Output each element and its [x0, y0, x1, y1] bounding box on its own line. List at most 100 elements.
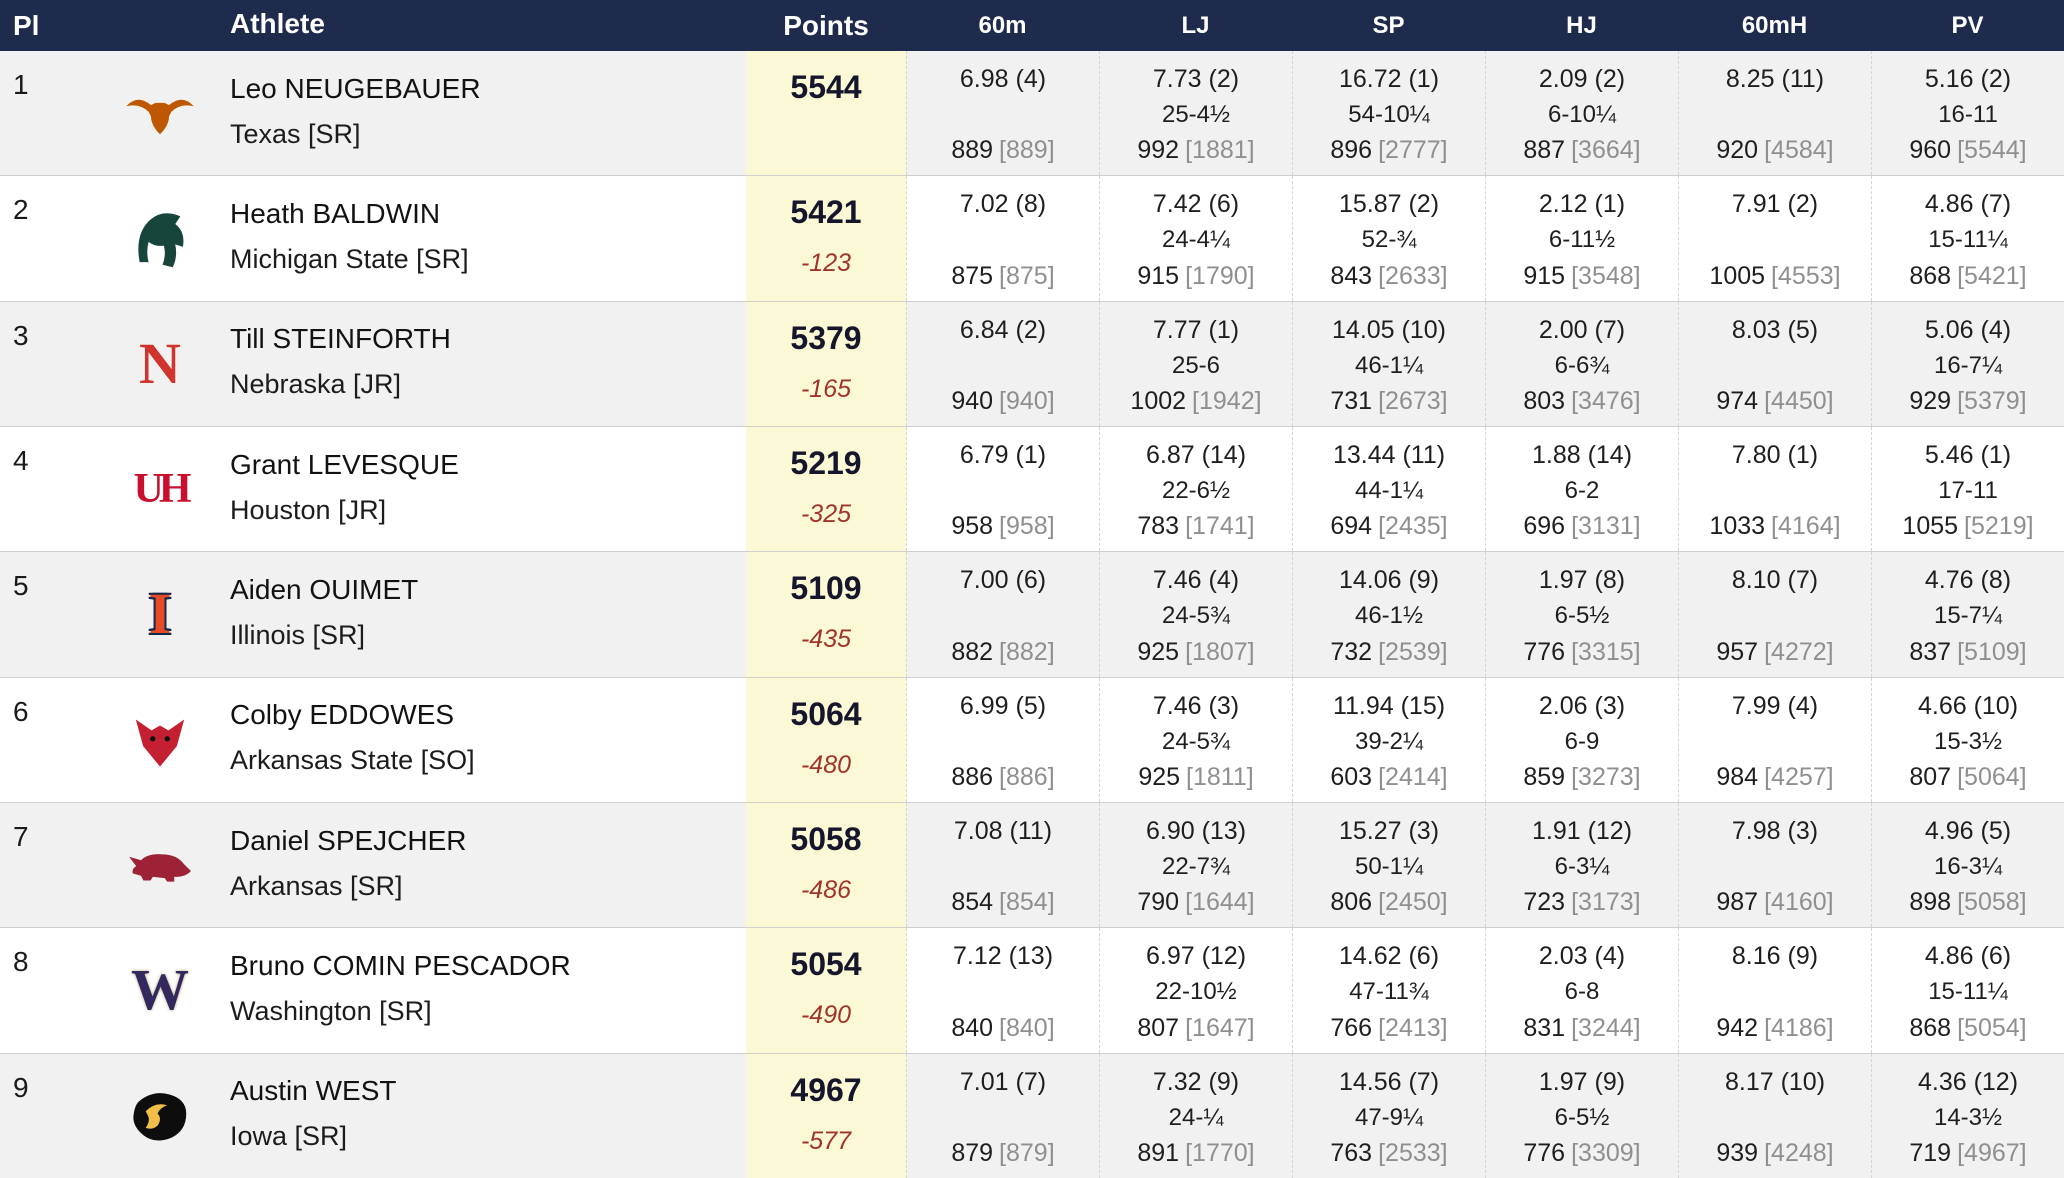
event-mark: 4.86 (7) [1924, 190, 2012, 219]
event-points: 803 [1523, 386, 1566, 415]
event-points-line: 868 [5421] [1909, 262, 2026, 291]
event-cell-60mh: 7.91 (2) 1005 [4553] [1678, 176, 1871, 301]
event-points: 776 [1523, 1138, 1566, 1167]
total-points: 5421 [790, 194, 862, 231]
points-cell: 5219 -325 [746, 426, 906, 552]
event-points-line: 879 [879] [951, 1139, 1054, 1168]
texas-longhorns-logo [90, 51, 230, 175]
event-cumulative: [1647] [1185, 1013, 1255, 1042]
event-cumulative: [3315] [1571, 637, 1641, 666]
event-mark: 2.09 (2) [1538, 65, 1626, 93]
event-cell-sp: 15.27 (3) 50-1¼ 806 [2450] [1292, 802, 1485, 928]
event-mark: 7.08 (11) [953, 816, 1053, 845]
col-header-pl: Pl [13, 9, 40, 41]
event-points-line: 696 [3131] [1523, 512, 1640, 541]
event-imperial: 6-10¼ [1547, 101, 1617, 129]
event-points-line: 896 [2777] [1330, 136, 1447, 165]
event-points: 940 [951, 386, 994, 415]
event-points-line: 1002 [1942] [1130, 387, 1261, 416]
athlete-name[interactable]: Till STEINFORTH [230, 323, 451, 355]
place-cell: 5 [13, 570, 29, 602]
event-imperial: 17-11 [1938, 477, 1998, 505]
event-points: 868 [1909, 261, 1952, 290]
event-cumulative: [940] [999, 386, 1055, 415]
event-cell-60mh: 8.17 (10) 939 [4248] [1678, 1053, 1871, 1178]
athlete-team: Arkansas State [SO] [230, 745, 475, 776]
event-cell-60m: 7.02 (8) 875 [875] [906, 176, 1099, 301]
athlete-cell: Leo NEUGEBAUER Texas [SR] [230, 51, 746, 175]
event-points: 925 [1137, 637, 1180, 666]
event-points: 807 [1909, 762, 1952, 791]
event-points-line: 807 [1647] [1137, 1014, 1254, 1043]
event-mark: 8.17 (10) [1724, 1067, 1826, 1096]
event-points-line: 1033 [4164] [1709, 512, 1840, 541]
event-mark: 14.06 (9) [1338, 566, 1440, 595]
event-imperial: 6-11½ [1548, 226, 1616, 254]
athlete-cell: Grant LEVESQUE Houston [JR] [230, 427, 746, 551]
athlete-row: 1 Leo NEUGEBAUER Texas [SR] 5544 6.98 (4… [0, 51, 2064, 177]
event-points-line: 987 [4160] [1716, 888, 1833, 917]
event-imperial: 46-1¼ [1354, 351, 1424, 379]
event-cumulative: [1770] [1185, 1138, 1255, 1167]
event-points-line: 603 [2414] [1330, 763, 1447, 792]
event-points-line: 837 [5109] [1909, 638, 2026, 667]
nebraska-huskers-logo: N [139, 330, 181, 396]
event-cell-60mh: 7.99 (4) 984 [4257] [1678, 677, 1871, 802]
athlete-name[interactable]: Bruno COMIN PESCADOR [230, 949, 571, 981]
event-imperial: 6-6¾ [1554, 351, 1610, 379]
event-imperial: 22-10½ [1155, 978, 1237, 1006]
points-deficit: -325 [800, 499, 852, 528]
event-mark: 5.06 (4) [1924, 315, 2012, 344]
athlete-name[interactable]: Daniel SPEJCHER [230, 824, 467, 856]
event-mark: 7.91 (2) [1731, 190, 1819, 219]
event-points: 882 [951, 637, 994, 666]
event-points: 1033 [1709, 512, 1766, 541]
athlete-cell: Bruno COMIN PESCADOR Washington [SR] [230, 928, 746, 1052]
event-cell-60m: 6.79 (1) 958 [958] [906, 426, 1099, 552]
event-points: 898 [1909, 888, 1952, 917]
event-mark: 6.90 (13) [1145, 816, 1247, 845]
event-points-line: 783 [1741] [1137, 512, 1254, 541]
event-cell-sp: 15.87 (2) 52-¾ 843 [2633] [1292, 176, 1485, 301]
athlete-name[interactable]: Grant LEVESQUE [230, 448, 459, 480]
event-points: 987 [1716, 888, 1759, 917]
place-cell: 7 [13, 820, 29, 852]
athlete-name[interactable]: Colby EDDOWES [230, 699, 455, 731]
athlete-name[interactable]: Heath BALDWIN [230, 197, 441, 229]
athlete-name[interactable]: Austin WEST [230, 1075, 397, 1107]
event-mark: 6.97 (12) [1145, 942, 1247, 971]
event-imperial: 47-11¾ [1349, 978, 1429, 1006]
total-points: 5054 [790, 946, 862, 983]
event-cell-60m: 7.01 (7) 879 [879] [906, 1053, 1099, 1178]
event-mark: 16.72 (1) [1338, 65, 1440, 93]
event-mark: 6.79 (1) [959, 440, 1047, 469]
points-cell: 5544 [746, 51, 906, 176]
event-imperial: 6-2 [1564, 477, 1600, 505]
event-cell-60mh: 7.98 (3) 987 [4160] [1678, 802, 1871, 928]
event-points-line: 731 [2673] [1330, 387, 1447, 416]
event-cumulative: [3244] [1571, 1013, 1641, 1042]
athlete-cell: Daniel SPEJCHER Arkansas [SR] [230, 803, 746, 927]
event-points-line: 920 [4584] [1716, 136, 1833, 165]
event-imperial: 24-¼ [1168, 1103, 1224, 1131]
event-points-line: 889 [889] [951, 136, 1054, 165]
event-points: 886 [951, 762, 994, 791]
event-cumulative: [1811] [1186, 762, 1254, 791]
event-mark: 6.99 (5) [959, 691, 1047, 720]
event-imperial: 15-3½ [1933, 727, 2003, 755]
athlete-name[interactable]: Aiden OUIMET [230, 573, 419, 605]
event-mark: 7.46 (3) [1152, 691, 1240, 720]
arkansas-razorbacks-logo [90, 803, 230, 927]
athlete-name[interactable]: Leo NEUGEBAUER [230, 72, 481, 104]
athlete-row: 2 Heath BALDWIN Michigan State [SR] 5421… [0, 176, 2064, 302]
event-imperial: 25-6 [1171, 351, 1221, 379]
event-cell-pv: 4.86 (6) 15-11¼ 868 [5054] [1871, 928, 2064, 1053]
event-points-line: 1005 [4553] [1709, 262, 1840, 291]
event-imperial: 44-1¼ [1354, 477, 1424, 505]
event-points-line: 898 [5058] [1909, 888, 2026, 917]
event-cell-sp: 11.94 (15) 39-2¼ 603 [2414] [1292, 677, 1485, 802]
points-deficit: -123 [800, 249, 852, 278]
event-points-line: 807 [5064] [1909, 763, 2026, 792]
athlete-row: 5 I Aiden OUIMET Illinois [SR] 5109 -435… [0, 552, 2064, 678]
event-cell-60m: 7.12 (13) 840 [840] [906, 928, 1099, 1053]
